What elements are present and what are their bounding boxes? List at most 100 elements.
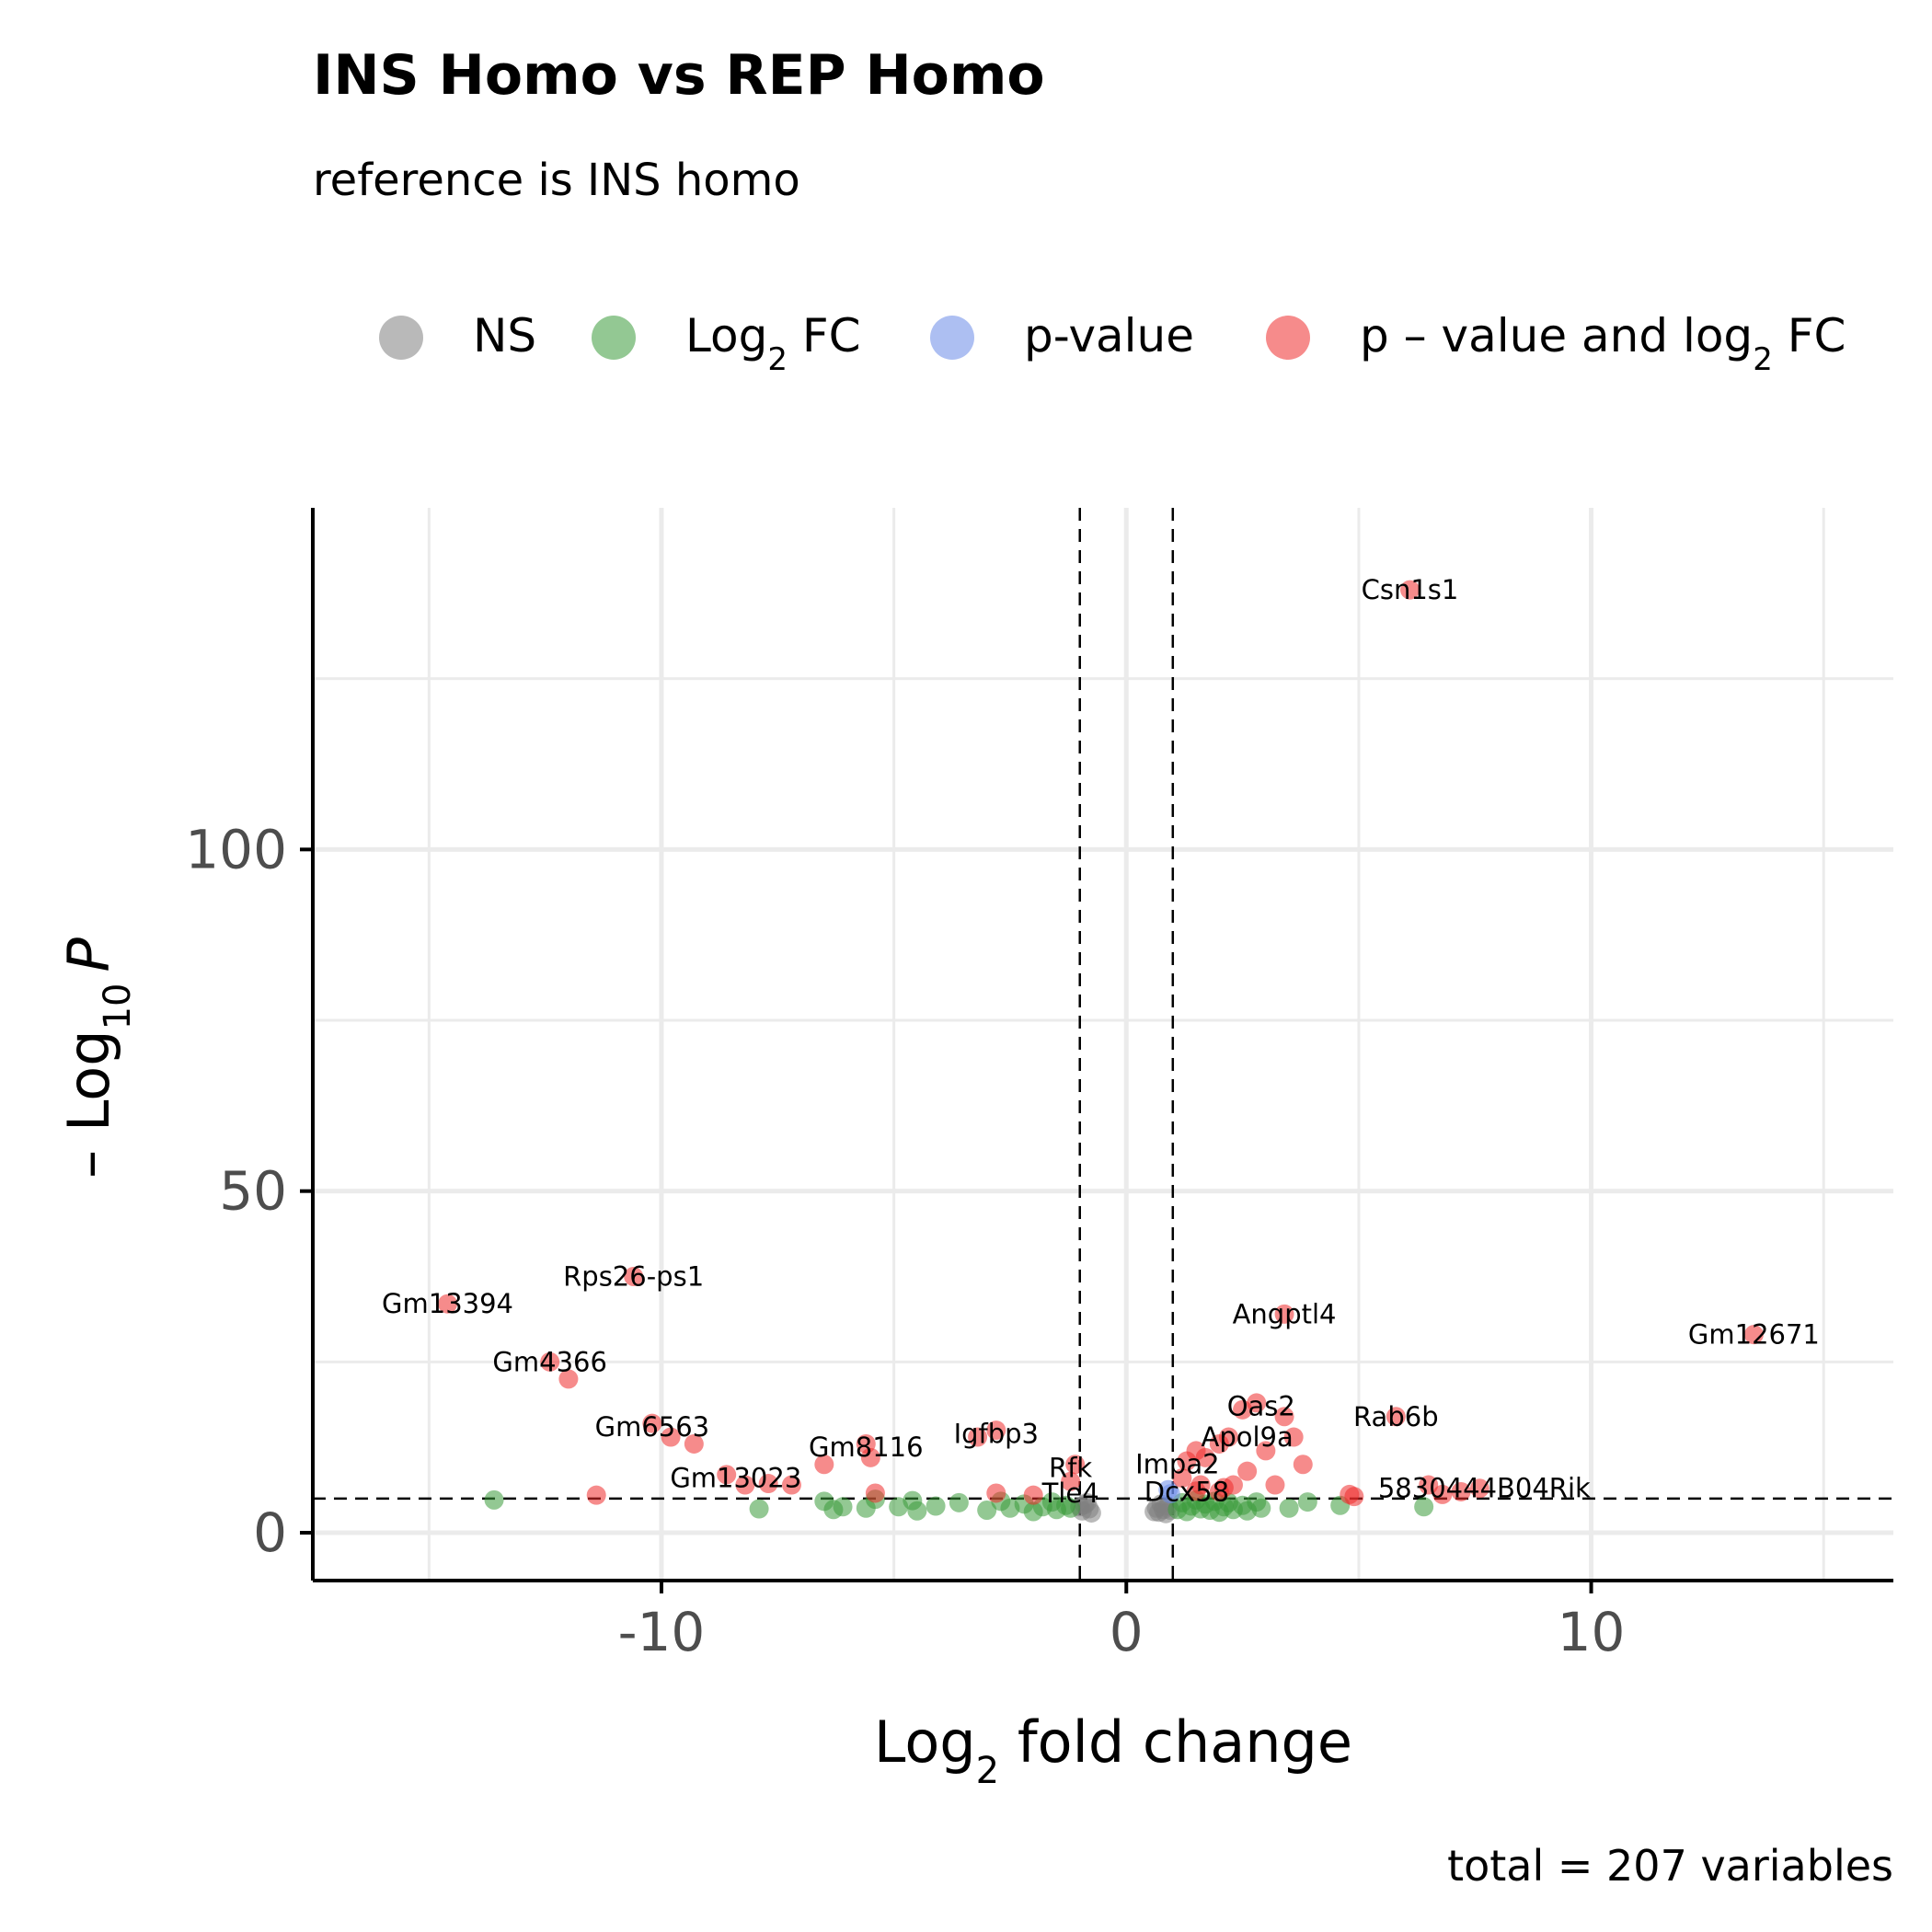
point-both	[865, 1483, 885, 1503]
gene-label: Gm13394	[382, 1288, 513, 1319]
legend-label-p: p-value	[1024, 309, 1194, 362]
x-tick-label: -10	[618, 1601, 706, 1663]
gene-label: Igfbp3	[954, 1418, 1039, 1449]
y-tick-label: 100	[185, 818, 287, 880]
cutoff-lines	[313, 508, 1893, 1581]
point-both	[1274, 1407, 1294, 1427]
data-points	[438, 580, 1764, 1524]
gene-label: Gm6563	[595, 1411, 710, 1443]
point-both	[1399, 580, 1420, 600]
point-both	[781, 1475, 801, 1495]
y-tick-label: 50	[219, 1160, 287, 1223]
gene-label: Gm8116	[809, 1432, 924, 1463]
point-fc	[484, 1489, 504, 1510]
point-both	[1172, 1468, 1192, 1489]
point-both	[968, 1427, 988, 1447]
point-fc	[949, 1492, 969, 1512]
chart-title: INS Homo vs REP Homo	[313, 43, 1045, 108]
point-both	[540, 1351, 560, 1372]
point-both	[735, 1475, 755, 1495]
gene-label: Gm13023	[670, 1463, 801, 1494]
point-both	[1023, 1485, 1043, 1505]
point-both	[1247, 1393, 1267, 1413]
point-both	[586, 1485, 606, 1505]
point-both	[1065, 1455, 1086, 1475]
y-tick-label: 0	[253, 1501, 287, 1564]
point-both	[1218, 1427, 1238, 1447]
legend-key-ns	[379, 316, 423, 360]
gene-label: Tle4	[1041, 1478, 1099, 1509]
point-both	[1419, 1475, 1439, 1495]
point-both	[758, 1474, 778, 1494]
point-both	[1344, 1487, 1364, 1507]
point-both	[1293, 1455, 1313, 1475]
point-both	[684, 1433, 704, 1454]
point-both	[717, 1465, 737, 1485]
gene-label: Rfk	[1049, 1452, 1092, 1483]
point-fc	[1297, 1492, 1317, 1512]
point-fc	[926, 1496, 946, 1516]
x-tick-label: 10	[1558, 1601, 1626, 1663]
point-both	[1469, 1478, 1489, 1499]
gene-label: Oas2	[1227, 1391, 1295, 1422]
point-both	[642, 1413, 662, 1433]
gene-label: Rab6b	[1353, 1401, 1439, 1432]
legend-label-ns: NS	[473, 309, 536, 362]
gene-label: 5830444B04Rik	[1378, 1473, 1591, 1504]
gene-label: Gm4366	[492, 1346, 607, 1377]
x-tick-label: 0	[1110, 1601, 1144, 1663]
point-both	[1265, 1475, 1285, 1495]
point-both	[1743, 1325, 1764, 1345]
point-both	[624, 1267, 644, 1287]
grid-minor	[313, 508, 1893, 1581]
gene-label: Rps26-ps1	[563, 1261, 704, 1293]
legend-key-p	[930, 316, 974, 360]
point-both	[1451, 1481, 1471, 1501]
point-ns	[1076, 1492, 1097, 1512]
point-fc	[749, 1499, 769, 1519]
legend-label-both: p – value and log2 FC	[1360, 309, 1846, 378]
chart-subtitle: reference is INS homo	[313, 155, 800, 206]
point-p	[1160, 1484, 1180, 1504]
y-axis-title: – Log10P	[55, 937, 139, 1179]
x-axis-title: Log2 fold change	[874, 1708, 1352, 1792]
point-fc	[1414, 1497, 1434, 1517]
legend: NS Log2 FC p-value p – value and log2 FC	[379, 309, 1846, 378]
point-both	[1256, 1441, 1276, 1461]
point-fc	[1061, 1498, 1081, 1518]
point-both	[438, 1294, 458, 1314]
point-both	[558, 1369, 579, 1389]
legend-key-fc	[592, 316, 636, 360]
gene-label: Impa2	[1135, 1449, 1219, 1480]
point-both	[1274, 1304, 1294, 1324]
point-both	[814, 1455, 834, 1475]
point-fc	[1251, 1498, 1271, 1518]
caption: total = 207 variables	[1447, 1841, 1893, 1891]
point-fc	[1279, 1498, 1299, 1518]
gene-label: Apol9a	[1202, 1421, 1294, 1453]
point-both	[1283, 1427, 1304, 1447]
gene-label: Dcx58	[1144, 1476, 1229, 1507]
point-fc	[833, 1497, 853, 1517]
point-both	[986, 1483, 1006, 1503]
legend-label-fc: Log2 FC	[685, 309, 861, 378]
gene-label: Angptl4	[1233, 1298, 1337, 1329]
gene-label: Csn1s1	[1362, 574, 1459, 605]
grid-major	[313, 508, 1893, 1581]
point-both	[1386, 1407, 1406, 1427]
point-both	[1061, 1471, 1081, 1491]
point-both	[1186, 1481, 1206, 1501]
gene-labels: Csn1s1 Gm12671 Rps26-ps1 Gm13394 Angptl4 Gm43…	[382, 574, 1820, 1509]
gene-label: Gm12671	[1688, 1319, 1820, 1351]
point-both	[860, 1447, 880, 1467]
legend-key-both	[1266, 316, 1310, 360]
point-fc	[977, 1501, 997, 1521]
point-both	[1195, 1447, 1215, 1467]
point-both	[1213, 1478, 1234, 1498]
point-both	[1432, 1484, 1453, 1504]
point-fc	[907, 1501, 927, 1521]
point-both	[986, 1420, 1006, 1441]
point-both	[661, 1427, 681, 1447]
